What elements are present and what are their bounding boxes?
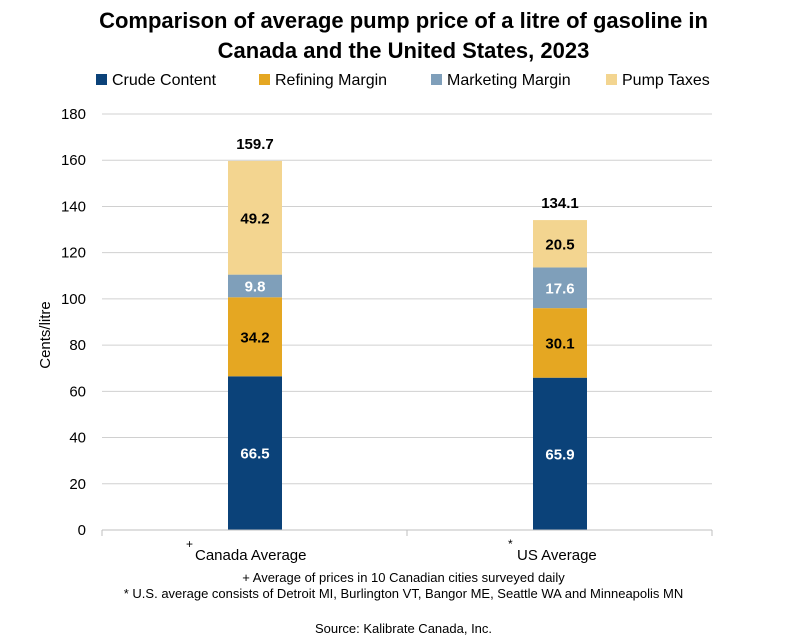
bar-segment-canada-crude-content (228, 376, 282, 530)
data-label-canada-crude-content: 66.5 (240, 446, 269, 463)
y-tick-label-160: 160 (61, 152, 86, 169)
data-label-canada-marketing-margin: 9.8 (245, 278, 266, 295)
legend-swatch-pump-taxes (606, 74, 617, 85)
data-label-canada-refining-margin: 34.2 (240, 329, 269, 346)
data-label-us-refining-margin: 30.1 (545, 335, 574, 352)
category-label-us: US Average (517, 547, 597, 564)
chart-legend: Crude Content Refining Margin Marketing … (0, 70, 807, 94)
y-tick-label-20: 20 (69, 476, 86, 493)
y-tick-label-100: 100 (61, 291, 86, 308)
bar-segment-us-pump-taxes (533, 220, 587, 268)
legend-label-crude-content: Crude Content (112, 72, 217, 89)
legend-item-marketing-margin: Marketing Margin (431, 70, 571, 92)
bar-segment-canada-marketing-margin (228, 274, 282, 298)
chart-title-line1: Comparison of average pump price of a li… (99, 8, 708, 33)
legend-label-refining-margin: Refining Margin (275, 72, 388, 89)
y-tick-label-120: 120 (61, 245, 86, 262)
legend-swatch-marketing-margin (431, 74, 442, 85)
data-label-us-crude-content: 65.9 (545, 446, 574, 463)
data-label-us-marketing-margin: 17.6 (545, 280, 574, 297)
y-tick-label-180: 180 (61, 106, 86, 123)
bar-segment-us-crude-content (533, 377, 587, 530)
y-tick-label-140: 140 (61, 198, 86, 215)
total-label-us: 134.1 (541, 195, 579, 212)
legend-swatch-refining-margin (259, 74, 270, 85)
category-marker-us: * (508, 537, 513, 551)
y-axis-label: Cents/litre (36, 301, 56, 369)
y-tick-label-40: 40 (69, 430, 86, 447)
bar-segment-canada-pump-taxes (228, 160, 282, 275)
legend-label-marketing-margin: Marketing Margin (447, 72, 571, 89)
y-tick-label-60: 60 (69, 383, 86, 400)
legend-item-crude-content: Crude Content (96, 70, 216, 92)
legend-item-refining-margin: Refining Margin (259, 70, 387, 92)
chart-title: Comparison of average pump price of a li… (0, 6, 807, 66)
bar-segment-us-refining-margin (533, 308, 587, 378)
source-note: Source: Kalibrate Canada, Inc. (314, 621, 493, 636)
footnote-us: * U.S. average consists of Detroit MI, B… (123, 586, 684, 601)
total-label-canada: 159.7 (236, 136, 274, 153)
bar-segment-us-marketing-margin (533, 267, 587, 309)
legend-label-pump-taxes: Pump Taxes (622, 72, 710, 89)
y-tick-label-0: 0 (78, 522, 86, 539)
chart-title-line2: Canada and the United States, 2023 (217, 38, 590, 63)
data-label-us-pump-taxes: 20.5 (545, 236, 574, 253)
legend-swatch-crude-content (96, 74, 107, 85)
bar-segment-canada-refining-margin (228, 297, 282, 377)
category-label-canada: Canada Average (195, 547, 307, 564)
y-axis-label-text: Cents/litre (37, 301, 54, 369)
legend-item-pump-taxes: Pump Taxes (606, 70, 710, 92)
data-label-canada-pump-taxes: 49.2 (240, 210, 269, 227)
y-tick-label-80: 80 (69, 337, 86, 354)
footnote-canada: + Average of prices in 10 Canadian citie… (242, 570, 565, 585)
category-marker-canada: + (186, 537, 194, 551)
